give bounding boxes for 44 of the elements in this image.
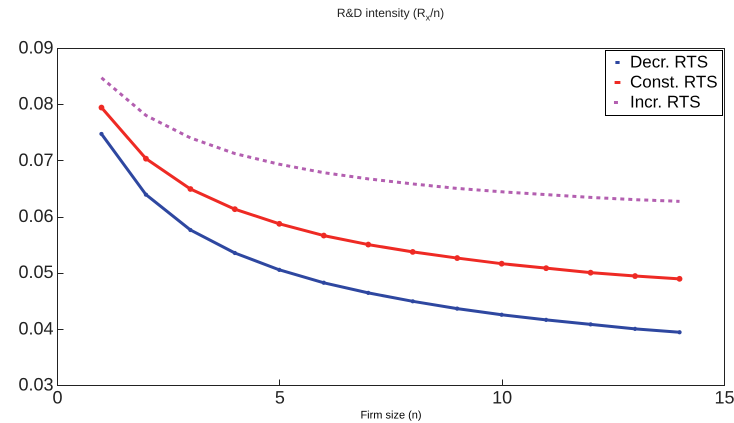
point — [543, 265, 550, 272]
y-tick-label: 0.07 — [18, 150, 54, 170]
y-tick-label: 0.05 — [18, 262, 54, 282]
point — [632, 326, 638, 331]
point — [677, 330, 682, 334]
point — [544, 318, 548, 322]
point — [500, 312, 504, 317]
point — [187, 186, 194, 192]
point — [455, 306, 460, 311]
point — [588, 322, 593, 326]
point — [144, 192, 148, 197]
x-tick-label: 10 — [492, 388, 512, 408]
y-tick-label: 0.09 — [18, 38, 54, 58]
point — [632, 273, 638, 279]
legend-label: Const. RTS — [630, 72, 718, 92]
point — [99, 132, 104, 136]
legend-label: Decr. RTS — [630, 52, 708, 72]
point — [188, 228, 193, 232]
chart-title: R&D intensity (R$_{x}$/n) — [336, 6, 446, 22]
point — [454, 255, 460, 261]
point — [410, 299, 415, 304]
point — [143, 156, 149, 162]
y-tick-label: 0.06 — [18, 206, 54, 226]
point — [98, 104, 104, 110]
x-axis-title: Firm size (n) — [360, 410, 422, 422]
x-tick-label: 0 — [52, 388, 63, 408]
point — [676, 276, 682, 282]
y-tick-label: 0.04 — [18, 318, 54, 338]
point — [588, 270, 594, 276]
x-tick-label: 15 — [714, 388, 734, 408]
y-tick-label: 0.03 — [18, 374, 54, 394]
point — [365, 242, 372, 248]
legend-label: Incr. RTS — [630, 92, 701, 112]
point — [366, 290, 370, 296]
point — [276, 220, 282, 227]
point — [410, 248, 416, 255]
point — [277, 268, 282, 272]
point — [320, 232, 327, 239]
y-tick-label: 0.08 — [18, 94, 54, 114]
point — [322, 280, 326, 285]
point — [232, 206, 238, 212]
x-tick-label: 5 — [274, 388, 285, 408]
point — [498, 260, 505, 267]
point — [232, 250, 237, 256]
